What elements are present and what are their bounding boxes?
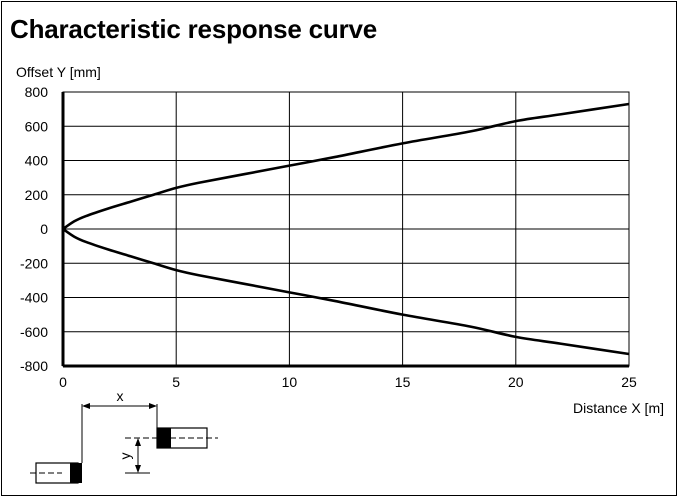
y-axis-label: Offset Y [mm] (16, 64, 101, 80)
series-line-1 (62, 102, 630, 231)
y-tick-label: -200 (20, 255, 48, 271)
y-tick-label: 200 (25, 187, 49, 203)
y-dimension-label: y (117, 453, 133, 460)
x-arrow-right (149, 403, 157, 409)
y-tick-label: 400 (25, 153, 49, 169)
x-axis-label: Distance X [m] (573, 400, 664, 416)
y-arrow-down (135, 465, 141, 473)
grid-lines (62, 91, 630, 367)
sensor-diagram: x y (30, 388, 218, 484)
x-tick-label: 0 (59, 374, 67, 390)
y-arrow-up (135, 438, 141, 446)
tick-labels: 800 600 400 200 0 -200 -400 -600 -800 0 5 10 15 20 25 (20, 84, 637, 390)
series-group (62, 102, 630, 356)
series-line-2 (62, 227, 630, 356)
axes-group (61, 91, 630, 368)
x-arrow-left (82, 403, 90, 409)
x-dimension-label: x (117, 388, 124, 404)
x-tick-label: 10 (282, 374, 298, 390)
y-tick-label: -600 (20, 324, 48, 340)
x-tick-label: 20 (508, 374, 524, 390)
y-tick-label: 800 (25, 84, 49, 100)
chart-title: Characteristic response curve (10, 14, 378, 44)
y-tick-label: -400 (20, 290, 48, 306)
x-tick-label: 15 (395, 374, 411, 390)
y-tick-label: -800 (20, 358, 48, 374)
emitter-lens (70, 463, 82, 483)
y-tick-label: 600 (25, 118, 49, 134)
x-tick-label: 25 (621, 374, 637, 390)
x-tick-label: 5 (172, 374, 180, 390)
y-tick-label: 0 (40, 221, 48, 237)
